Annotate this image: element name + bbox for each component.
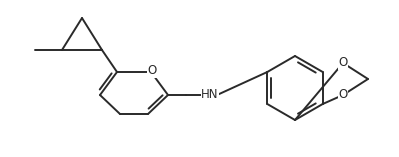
Text: O: O (338, 57, 348, 70)
Text: HN: HN (201, 89, 219, 101)
Text: O: O (338, 89, 348, 101)
Text: O: O (147, 65, 157, 78)
